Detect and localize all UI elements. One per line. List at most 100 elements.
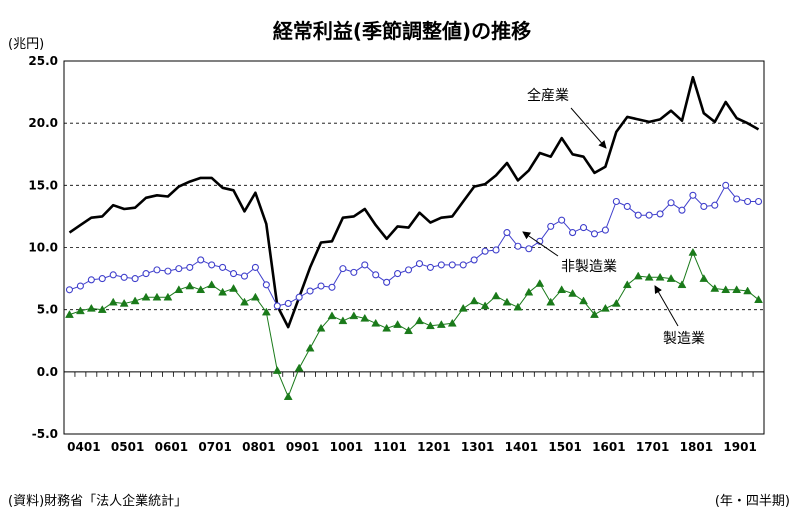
data-point — [163, 292, 173, 301]
data-point — [492, 246, 500, 254]
series-manufacturing — [65, 247, 763, 400]
data-point — [569, 229, 577, 237]
x-tick-label: 1901 — [723, 440, 756, 454]
source-note: (資料)財務省「法人企業統計」 — [8, 493, 187, 509]
x-tick-label: 0901 — [286, 440, 319, 454]
series-non-manufacturing — [65, 181, 763, 310]
x-axis-label: (年・四半期) — [715, 494, 790, 509]
data-point — [219, 263, 227, 271]
data-point — [372, 271, 380, 279]
data-point — [383, 278, 391, 286]
data-point — [590, 310, 599, 318]
data-point — [175, 265, 183, 273]
data-point — [678, 206, 686, 214]
data-point — [656, 210, 664, 218]
data-point — [207, 280, 217, 289]
x-tick-label: 0501 — [111, 440, 144, 454]
y-tick-label: 0.0 — [37, 365, 58, 379]
data-point — [130, 296, 140, 305]
data-point — [131, 275, 139, 283]
data-point — [87, 276, 95, 284]
data-point — [480, 301, 490, 310]
x-tick-label: 1001 — [330, 440, 363, 454]
data-point — [634, 211, 642, 219]
data-point — [655, 272, 665, 281]
data-point — [97, 305, 107, 313]
y-tick-labels: 25.0 20.0 15.0 10.0 5.0 0.0 -5.0 — [28, 54, 58, 441]
data-point — [86, 303, 96, 312]
data-point — [743, 286, 753, 295]
data-point — [272, 366, 282, 374]
data-point — [590, 230, 599, 238]
x-tick-label: 1401 — [505, 440, 538, 454]
data-point — [579, 224, 588, 232]
x-tick-label: 1301 — [461, 440, 494, 454]
x-tick-label: 0801 — [242, 440, 275, 454]
data-point — [546, 297, 556, 306]
x-tick-label: 1801 — [680, 440, 713, 454]
data-point — [754, 197, 763, 206]
data-point — [601, 226, 609, 234]
x-tick-label: 1501 — [548, 440, 581, 454]
annotation-label-manufacturing: 製造業 — [663, 331, 705, 347]
data-point — [524, 287, 534, 296]
data-point — [284, 299, 292, 308]
data-point — [699, 274, 709, 282]
data-point — [294, 363, 304, 372]
data-point — [721, 285, 731, 294]
axes — [63, 60, 765, 435]
series-line — [69, 184, 759, 307]
data-point — [75, 306, 85, 315]
data-point — [250, 292, 260, 301]
data-point — [261, 307, 271, 316]
data-point — [513, 302, 523, 311]
data-point — [328, 283, 336, 291]
data-point — [667, 199, 675, 207]
data-point — [404, 326, 413, 335]
data-point — [305, 343, 315, 352]
data-point — [76, 282, 84, 290]
data-point — [458, 303, 468, 312]
data-point — [317, 282, 325, 290]
data-point — [722, 181, 730, 189]
x-tick-label: 0701 — [198, 440, 231, 454]
data-point — [688, 247, 698, 256]
x-tick-label: 1201 — [417, 440, 450, 454]
data-point — [733, 195, 741, 203]
plot-frame — [63, 60, 765, 435]
data-point — [229, 270, 238, 278]
data-point — [711, 201, 719, 209]
data-point — [208, 261, 216, 269]
y-tick-label: 5.0 — [37, 303, 58, 317]
data-point — [404, 266, 413, 274]
data-point — [633, 271, 643, 280]
data-point — [142, 270, 150, 278]
data-point — [579, 296, 588, 305]
data-point — [350, 268, 358, 276]
y-tick-label: 10.0 — [28, 241, 58, 255]
data-point — [197, 256, 205, 264]
data-point — [349, 311, 359, 320]
data-point — [459, 261, 467, 269]
series-line — [68, 75, 760, 329]
data-point — [437, 261, 445, 269]
data-point — [491, 291, 501, 300]
data-point — [306, 287, 314, 295]
data-point — [174, 285, 184, 294]
data-point — [152, 292, 162, 301]
data-point — [557, 285, 567, 294]
chart-title: 経常利益(季節調整値)の推移 — [273, 19, 531, 43]
annotation-label-non-manufacturing: 非製造業 — [561, 259, 617, 275]
data-point — [164, 267, 172, 275]
data-point — [65, 286, 74, 294]
data-point — [436, 320, 446, 328]
data-point — [645, 211, 653, 219]
data-point — [273, 302, 281, 310]
annotation-all-industries: 全産業 — [527, 87, 607, 149]
annotation-arrow-non-manufacturing — [522, 231, 559, 257]
data-point — [65, 310, 74, 318]
data-point — [415, 260, 424, 268]
data-point — [568, 288, 578, 297]
data-point — [316, 323, 326, 332]
data-point — [371, 318, 381, 327]
